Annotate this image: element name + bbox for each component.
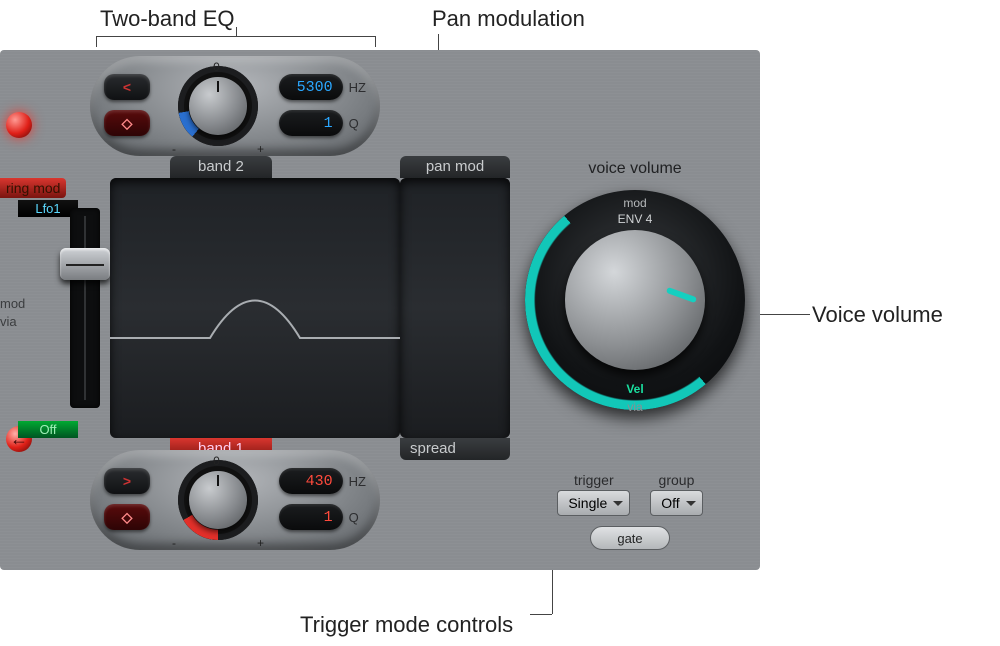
- panmod-section[interactable]: pan mod spread: [400, 178, 510, 438]
- callout-trigger-mode: Trigger mode controls: [300, 612, 513, 638]
- peak-icon-2: ◇: [122, 509, 133, 526]
- band1-freq-readout[interactable]: 430: [279, 468, 343, 494]
- plugin-panel: ← < ◇ - 0 + 5300 HZ: [0, 50, 760, 570]
- indicator-dot-top[interactable]: [6, 112, 32, 138]
- band2-q-readout[interactable]: 1: [279, 110, 343, 136]
- band1-q-readout[interactable]: 1: [279, 504, 343, 530]
- voice-volume-section: voice volume mod ENV 4 Vel via: [520, 160, 750, 460]
- band2-freq-readout[interactable]: 5300: [279, 74, 343, 100]
- band2-gain-knob[interactable]: [178, 66, 258, 146]
- band1-filter-highshelf-button[interactable]: >: [104, 468, 150, 494]
- ringmod-label: ring mod: [0, 178, 66, 198]
- trigger-mode-section: trigger Single group Off gate: [520, 470, 740, 550]
- ringmod-fader-track: [70, 208, 100, 408]
- voice-vel-label[interactable]: Vel: [520, 382, 750, 396]
- voice-env-label[interactable]: ENV 4: [520, 212, 750, 226]
- band2-tab[interactable]: band 2: [170, 156, 272, 178]
- band2-filter-lowshelf-button[interactable]: <: [104, 74, 150, 100]
- trigger-mode-dropdown[interactable]: Single: [557, 490, 630, 516]
- band2-q-unit: Q: [349, 116, 359, 131]
- callout-line-trigger-h: [530, 614, 552, 615]
- eq-display[interactable]: band 2 band 1: [110, 178, 400, 438]
- spread-label: spread: [400, 438, 510, 460]
- voice-volume-knob[interactable]: [565, 230, 705, 370]
- band2-freq-unit: HZ: [349, 80, 366, 95]
- voice-volume-title: voice volume: [520, 160, 750, 178]
- ringmod-off-readout[interactable]: Off: [18, 421, 78, 438]
- callout-bracket-eq: [96, 36, 376, 37]
- group-label: group: [659, 472, 695, 488]
- callout-two-band-eq: Two-band EQ: [100, 6, 235, 32]
- ringmod-fader[interactable]: [60, 248, 110, 280]
- band2-scale: - 0 +: [172, 142, 264, 156]
- trigger-label: trigger: [574, 472, 614, 488]
- annotated-figure: Two-band EQ Pan modulation Voice volume …: [0, 0, 1000, 646]
- gate-button[interactable]: gate: [590, 526, 670, 550]
- voice-mod-label: mod: [520, 196, 750, 210]
- band1-filter-peak-button[interactable]: ◇: [104, 504, 150, 530]
- callout-line-trigger-v: [552, 568, 553, 614]
- ringmod-via-label: via: [0, 314, 17, 329]
- ringmod-section: ring mod Lfo1 mod via Off: [0, 178, 110, 438]
- group-dropdown[interactable]: Off: [650, 490, 702, 516]
- callout-voice-volume: Voice volume: [812, 302, 943, 328]
- panmod-label: pan mod: [400, 156, 510, 178]
- eq-curve: [110, 258, 400, 358]
- ringmod-mod-label: mod: [0, 296, 25, 311]
- band1-gain-knob[interactable]: [178, 460, 258, 540]
- eq-band1-pod: > ◇ - 0 + 430 HZ 1 Q: [90, 450, 380, 550]
- peak-icon: ◇: [122, 115, 133, 132]
- callout-pan-modulation: Pan modulation: [432, 6, 585, 32]
- ringmod-source-readout[interactable]: Lfo1: [18, 200, 78, 217]
- eq-band2-pod: < ◇ - 0 + 5300 HZ 1 Q: [90, 56, 380, 156]
- voice-via-label: via: [520, 400, 750, 414]
- lowshelf-icon: <: [123, 79, 131, 95]
- band1-freq-unit: HZ: [349, 474, 366, 489]
- band1-q-unit: Q: [349, 510, 359, 525]
- highshelf-icon: >: [123, 473, 131, 489]
- band2-filter-peak-button[interactable]: ◇: [104, 110, 150, 136]
- band1-scale: - 0 +: [172, 536, 264, 550]
